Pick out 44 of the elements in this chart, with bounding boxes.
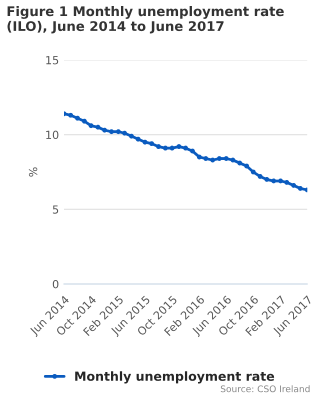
point <box>149 141 154 146</box>
point <box>116 129 121 134</box>
point <box>162 146 168 151</box>
point <box>203 156 208 161</box>
point <box>291 183 296 188</box>
point <box>258 174 263 179</box>
point <box>224 156 229 161</box>
point <box>284 180 290 185</box>
legend-label: Monthly unemployment rate <box>75 371 274 384</box>
point <box>109 129 114 134</box>
point <box>298 186 303 191</box>
y-axis-title: % <box>28 167 38 177</box>
point <box>136 136 141 142</box>
point <box>250 170 256 174</box>
point <box>196 154 202 160</box>
point <box>122 130 128 136</box>
point <box>216 156 222 161</box>
y-tick-label: 10 <box>46 130 58 140</box>
point <box>96 124 100 130</box>
source-note: Source: CSO Ireland <box>220 385 310 392</box>
point <box>88 123 94 128</box>
point <box>142 140 148 145</box>
point <box>170 146 174 151</box>
point <box>82 118 87 124</box>
point <box>237 160 242 166</box>
point <box>190 148 195 154</box>
point <box>102 128 108 133</box>
point <box>264 177 270 182</box>
point <box>68 112 74 118</box>
point <box>129 134 134 139</box>
point <box>244 164 250 168</box>
y-tick-label: 5 <box>52 205 58 214</box>
point <box>210 158 216 162</box>
point <box>75 116 80 121</box>
point <box>230 158 236 162</box>
point <box>183 146 188 151</box>
point <box>156 144 161 150</box>
chart-title: Figure 1 Monthly unemployment rate (ILO), June 2014 to June 2017 <box>8 6 284 34</box>
y-tick-label: 0 <box>52 280 58 288</box>
point <box>271 178 276 184</box>
line-series <box>64 111 308 192</box>
point <box>176 144 182 150</box>
point <box>278 178 284 184</box>
y-tick-label: 15 <box>46 56 58 64</box>
